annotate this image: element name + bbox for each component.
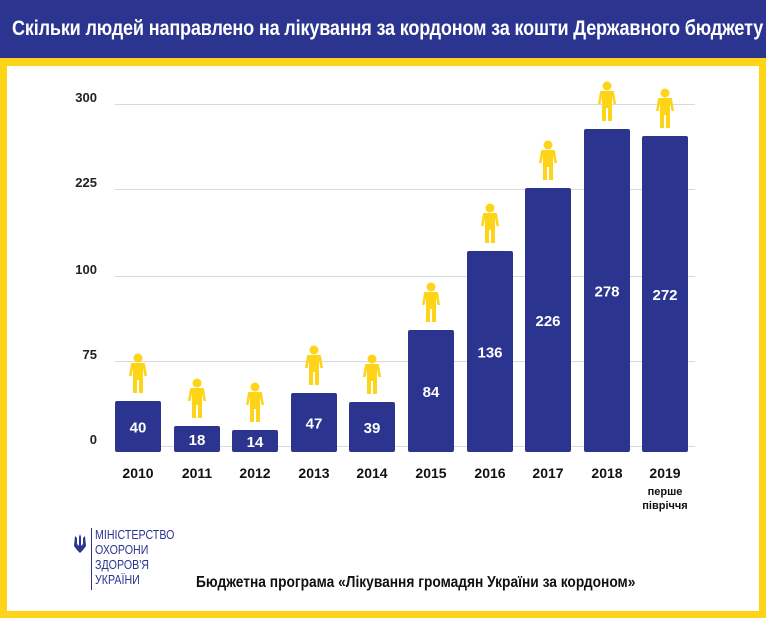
y-tick-label: 225 xyxy=(75,175,97,190)
person-icon xyxy=(246,382,264,422)
person-icon xyxy=(363,354,381,394)
bar xyxy=(174,426,220,452)
bar xyxy=(642,136,688,452)
x-tick-subtitle: перше xyxy=(648,486,683,498)
logo-divider xyxy=(91,528,92,590)
page-title: Скільки людей направлено на лікування за… xyxy=(12,17,764,40)
ministry-line: УКРАЇНИ xyxy=(95,572,140,587)
bar xyxy=(349,402,395,452)
bar-value-label: 40 xyxy=(130,420,147,437)
ministry-line: ОХОРОНИ xyxy=(95,542,149,557)
bar xyxy=(291,393,337,452)
person-icon xyxy=(598,81,616,121)
bar xyxy=(467,251,513,452)
ministry-line: МІНІСТЕРСТВО xyxy=(95,527,175,542)
bar xyxy=(115,401,161,452)
x-tick-label: 2017 xyxy=(532,465,563,481)
x-tick-label: 2011 xyxy=(182,465,213,481)
bar xyxy=(232,430,278,452)
y-tick-label: 300 xyxy=(75,90,97,105)
y-tick-label: 0 xyxy=(90,432,97,447)
person-icon xyxy=(481,203,499,243)
x-tick-label: 2010 xyxy=(122,465,153,481)
bar-value-label: 84 xyxy=(423,384,440,401)
bar-value-label: 136 xyxy=(477,345,502,362)
bar-value-label: 14 xyxy=(247,434,264,451)
person-icon xyxy=(305,345,323,385)
bar xyxy=(408,330,454,452)
person-icon xyxy=(539,140,557,180)
x-tick-label: 2016 xyxy=(474,465,505,481)
chart-panel xyxy=(7,66,759,611)
bar-value-label: 226 xyxy=(535,313,560,330)
bar-value-label: 278 xyxy=(594,284,619,301)
ministry-line: ЗДОРОВ'Я xyxy=(95,557,149,572)
budget-program-note: Бюджетна програма «Лікування громадян Ук… xyxy=(196,574,636,591)
trident-icon xyxy=(74,534,86,553)
bar xyxy=(525,188,571,452)
x-tick-label: 2012 xyxy=(239,465,270,481)
bar-value-label: 18 xyxy=(189,432,206,449)
person-icon xyxy=(129,353,147,393)
x-tick-label: 2015 xyxy=(415,465,446,481)
bar-value-label: 272 xyxy=(652,287,677,304)
ministry-name: МІНІСТЕРСТВО ОХОРОНИ ЗДОРОВ'Я УКРАЇНИ xyxy=(95,527,174,587)
x-tick-label: 2014 xyxy=(356,465,387,481)
bar-value-label: 39 xyxy=(364,420,381,437)
header-bar: Скільки людей направлено на лікування за… xyxy=(0,0,766,58)
x-tick-subtitle: півріччя xyxy=(642,500,687,512)
bar xyxy=(584,129,630,452)
person-icon xyxy=(188,378,206,418)
y-tick-label: 75 xyxy=(83,347,97,362)
person-icon xyxy=(656,88,674,128)
y-tick-label: 100 xyxy=(75,262,97,277)
bar-value-label: 47 xyxy=(306,416,323,433)
x-tick-label: 2018 xyxy=(591,465,622,481)
x-tick-label: 2013 xyxy=(298,465,329,481)
person-icon xyxy=(422,282,440,322)
x-tick-label: 2019 xyxy=(649,465,680,481)
